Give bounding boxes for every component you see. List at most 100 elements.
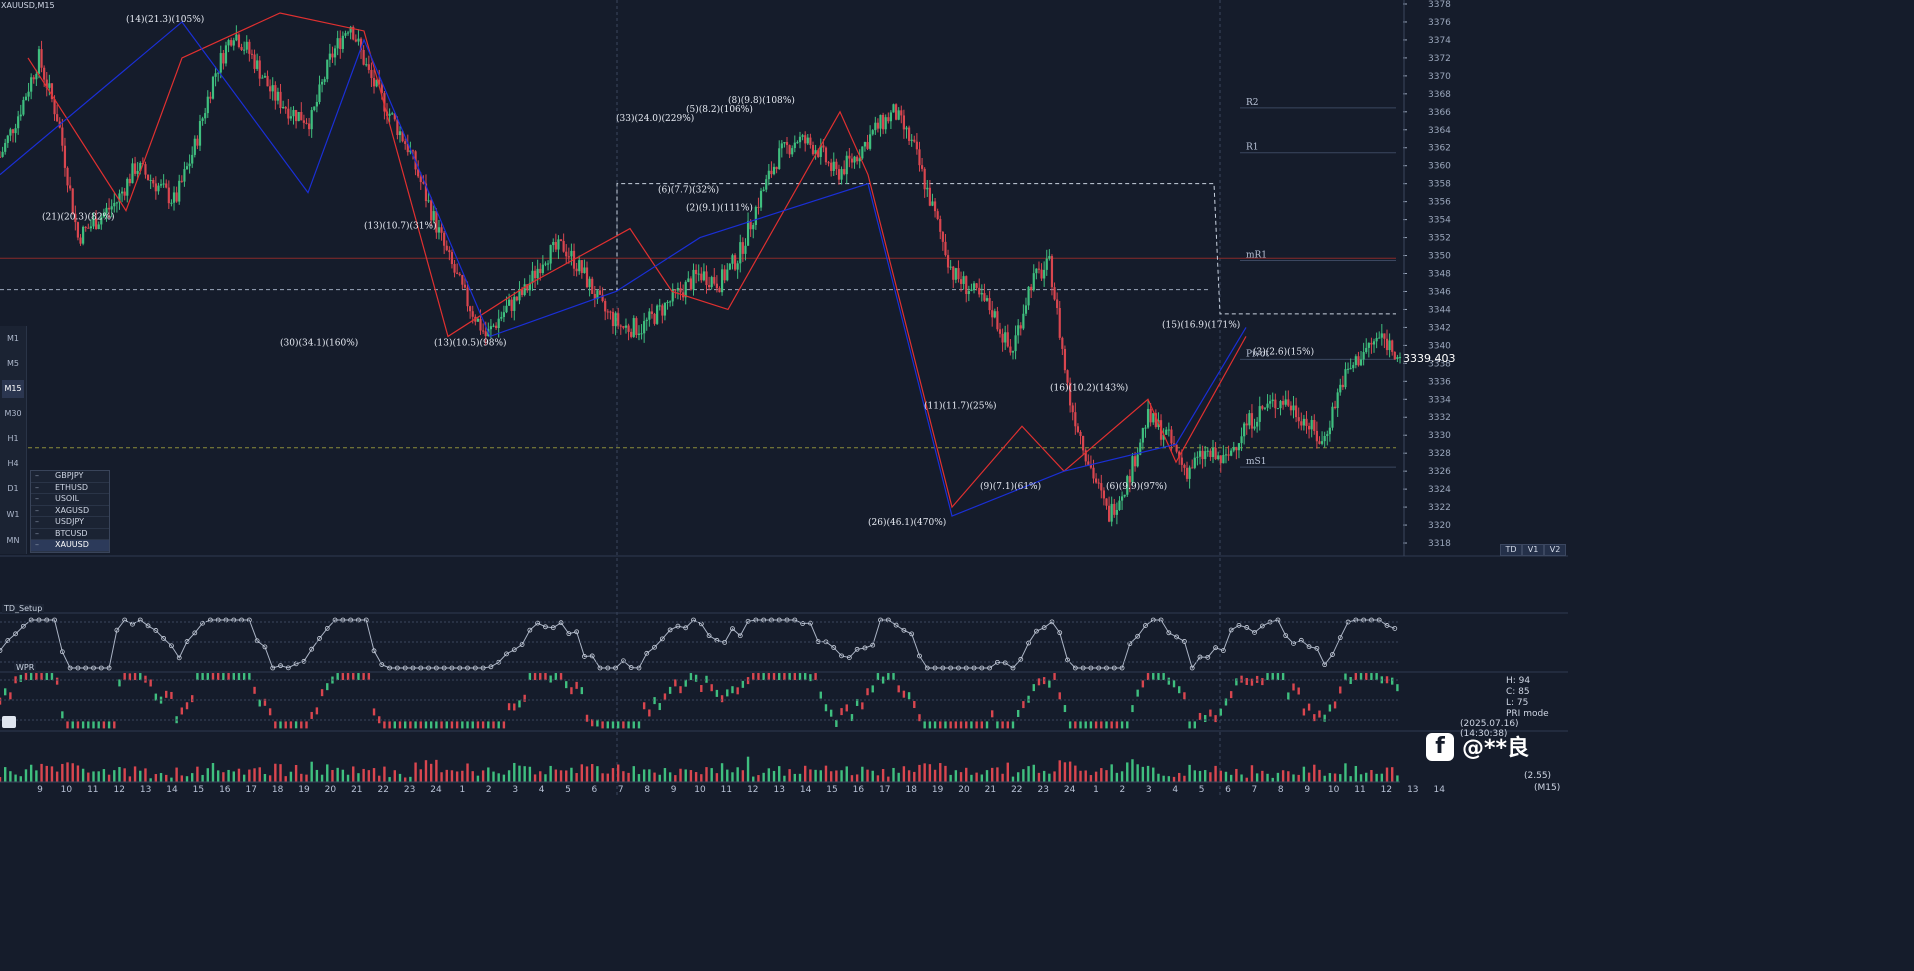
volume-bar	[1365, 772, 1368, 782]
volume-bar	[315, 769, 319, 782]
tf-button-d1[interactable]: D1	[7, 484, 19, 493]
oscillator-candle	[544, 673, 547, 681]
volume-bar	[580, 764, 584, 782]
symbol-item-gbpjpy[interactable]: GBPJPY	[31, 471, 109, 483]
volume-bar	[35, 770, 38, 782]
volume-bar	[1100, 768, 1103, 782]
candle-body	[991, 310, 994, 318]
candle-body	[1017, 325, 1020, 336]
time-axis-label: 17	[245, 785, 256, 795]
oscillator-candle	[1333, 701, 1337, 709]
candle-body	[313, 106, 316, 111]
candle-body	[411, 150, 415, 152]
oscillator-candle	[378, 716, 381, 724]
tf-button-m30[interactable]: M30	[4, 409, 22, 418]
volume-bar	[866, 769, 869, 782]
oscillator-candle	[1209, 709, 1212, 717]
candle-body	[482, 330, 485, 332]
candle-body	[1320, 441, 1324, 444]
tf-button-m15[interactable]: M15	[2, 380, 24, 398]
candle-body	[679, 287, 682, 293]
oscillator-candle	[1261, 678, 1264, 686]
candle-body	[79, 237, 82, 244]
wpr-point	[504, 651, 509, 657]
oscillator-candle	[705, 675, 708, 683]
candle-body	[162, 183, 165, 185]
candle-body	[1089, 464, 1093, 468]
time-axis-label: 13	[1407, 785, 1418, 795]
candle-body	[627, 325, 630, 332]
v2-button[interactable]: V2	[1544, 544, 1566, 556]
symbol-item-btcusd[interactable]: BTCUSD	[31, 529, 109, 540]
wpr-point	[1353, 617, 1359, 623]
tf-button-m5[interactable]: M5	[7, 359, 19, 368]
oscillator-candle	[1172, 680, 1176, 688]
symbol-item-xagusd[interactable]: XAGUSD	[31, 506, 109, 517]
wpr-point	[1322, 662, 1328, 668]
symbol-item-usdjpy[interactable]: USDJPY	[31, 517, 109, 529]
oscillator-candle	[326, 683, 329, 691]
volume-bar	[414, 762, 417, 782]
candle-body	[61, 127, 64, 146]
candle-body	[352, 26, 355, 40]
time-axis-label: 12	[747, 785, 758, 795]
timeframe-bar: M1 M5 M15 M30 H1 H4 D1 W1 MN	[0, 326, 27, 554]
candle-body	[533, 270, 537, 279]
volume-bar	[1245, 777, 1248, 782]
candle-body	[492, 325, 495, 327]
candle-body	[1183, 464, 1186, 468]
oscillator-candle	[907, 692, 911, 700]
edit-icon[interactable]	[2, 716, 16, 728]
time-axis-label: 16	[853, 785, 865, 795]
time-axis-label: 19	[298, 785, 310, 795]
volume-bar	[279, 764, 282, 782]
candle-body	[253, 54, 256, 69]
candle-body	[552, 242, 555, 246]
symbol-item-ethusd[interactable]: ETHUSD	[31, 483, 109, 494]
candle-body	[175, 192, 178, 202]
candle-body	[320, 81, 324, 85]
volume-bar	[907, 770, 911, 782]
candle-body	[1250, 413, 1254, 429]
candle-body	[1297, 417, 1300, 422]
oscillator-candle	[185, 702, 189, 710]
oscillator-candle	[939, 721, 942, 729]
candle-body	[1074, 412, 1077, 427]
oscillator-candle	[1292, 683, 1295, 691]
candle-body	[50, 83, 54, 100]
symbol-item-xauusd[interactable]: XAUUSD	[31, 540, 109, 552]
time-axis-label: 6	[592, 785, 598, 795]
symbol-item-usoil[interactable]: USOIL	[31, 494, 109, 506]
candle-body	[409, 150, 412, 153]
wpr-point	[98, 665, 104, 671]
oscillator-candle	[663, 693, 667, 701]
tf-button-mn[interactable]: MN	[6, 536, 20, 545]
candle-body	[326, 59, 329, 80]
v1-button[interactable]: V1	[1522, 544, 1544, 556]
wpr-point	[1361, 617, 1367, 623]
candle-body	[624, 325, 628, 328]
tf-button-h1[interactable]: H1	[7, 434, 19, 443]
wpr-point	[1197, 654, 1203, 660]
wpr-point	[433, 665, 439, 671]
time-axis-label: 10	[61, 785, 73, 795]
candle-body	[92, 218, 95, 227]
tf-button-w1[interactable]: W1	[6, 510, 20, 519]
candle-body	[152, 180, 155, 184]
candle-body	[674, 289, 677, 291]
candle-body	[417, 169, 420, 177]
wpr-point	[917, 653, 922, 659]
candle-body	[1139, 442, 1142, 455]
volume-bar	[507, 770, 511, 782]
tf-button-m1[interactable]: M1	[7, 334, 19, 343]
oscillator-candle	[1281, 673, 1285, 681]
oscillator-candle	[855, 698, 859, 706]
chart-canvas[interactable]: 3378337633743372337033683366336433623360…	[0, 0, 1568, 795]
tf-button-h4[interactable]: H4	[7, 459, 19, 468]
td-button[interactable]: TD	[1500, 544, 1522, 556]
candle-body	[720, 269, 724, 293]
oscillator-candle	[637, 721, 641, 729]
chart-window[interactable]: 3378 3376 3374 3372 3370 3368 3366 3364 3362 3360…	[0, 0, 1568, 795]
volume-bar	[705, 767, 708, 782]
oscillator-candle	[393, 721, 397, 729]
